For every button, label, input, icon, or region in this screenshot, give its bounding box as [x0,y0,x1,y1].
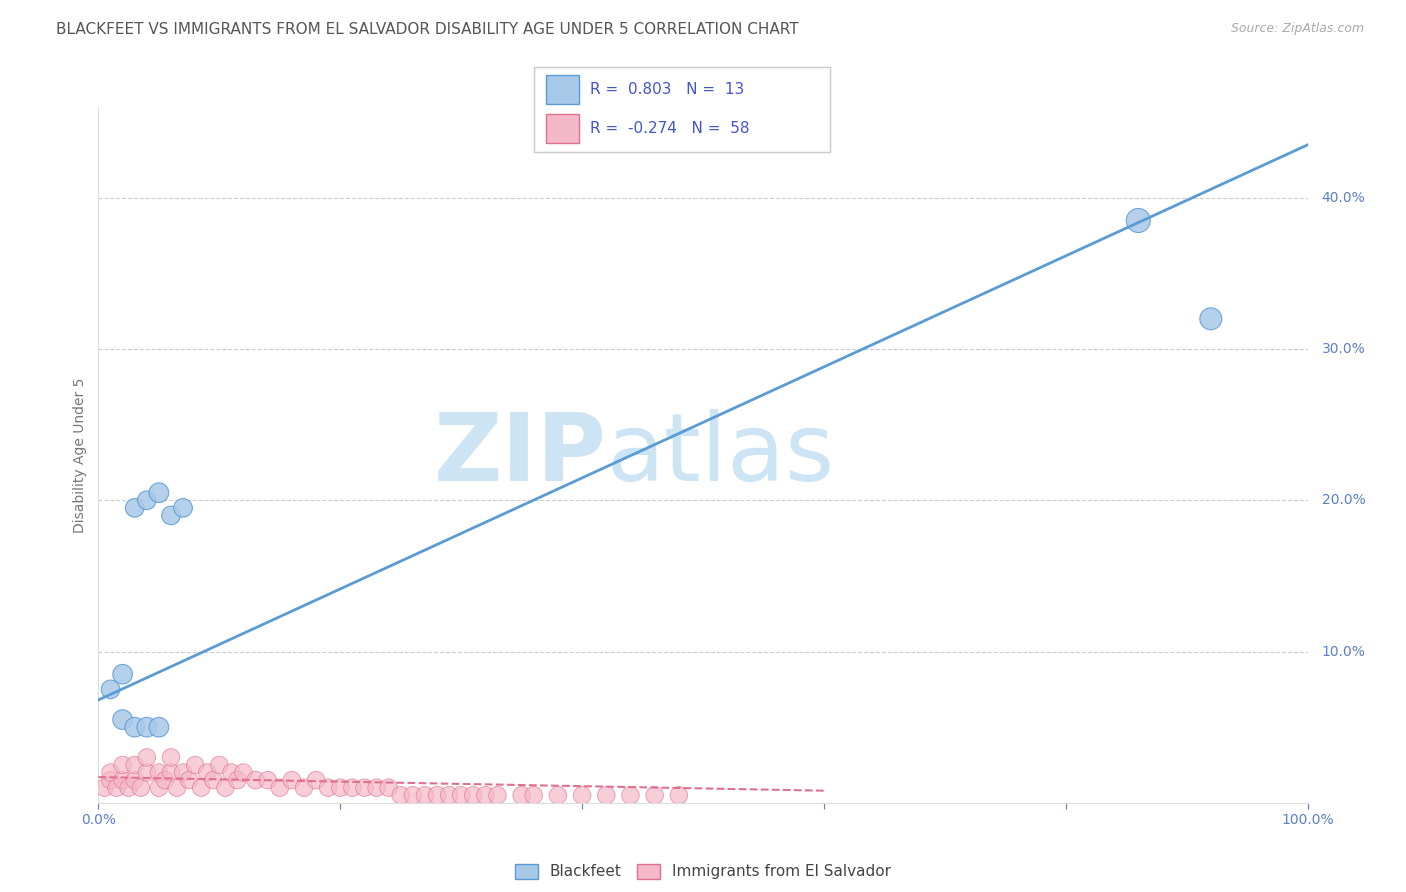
Point [426,789,449,803]
Point [148,485,170,500]
FancyBboxPatch shape [546,76,579,104]
Point [523,789,546,803]
Text: 40.0%: 40.0% [1322,191,1365,205]
Point [305,773,328,788]
Point [214,780,236,795]
Point [135,493,157,508]
Point [329,780,352,795]
Point [1199,311,1222,326]
Point [190,780,212,795]
Point [124,773,146,788]
Point [148,765,170,780]
FancyBboxPatch shape [546,114,579,143]
Point [281,773,304,788]
Point [118,780,141,795]
Point [111,758,134,772]
Point [342,780,364,795]
Point [148,780,170,795]
Point [366,780,388,795]
Point [124,758,146,772]
Point [644,789,666,803]
Point [232,765,254,780]
Point [595,789,617,803]
Point [402,789,425,803]
Point [269,780,291,795]
Point [184,758,207,772]
Point [474,789,496,803]
Point [111,667,134,681]
Text: Source: ZipAtlas.com: Source: ZipAtlas.com [1230,22,1364,36]
Point [100,765,122,780]
Point [129,780,152,795]
Text: 10.0%: 10.0% [1322,645,1365,658]
Point [177,773,201,788]
Point [486,789,509,803]
Point [172,765,194,780]
Text: BLACKFEET VS IMMIGRANTS FROM EL SALVADOR DISABILITY AGE UNDER 5 CORRELATION CHAR: BLACKFEET VS IMMIGRANTS FROM EL SALVADOR… [56,22,799,37]
Point [166,780,188,795]
Point [389,789,412,803]
Point [135,765,157,780]
Point [124,500,146,515]
Point [172,500,194,515]
Text: 20.0%: 20.0% [1322,493,1365,508]
Point [100,773,122,788]
Point [292,780,315,795]
Point [124,720,146,734]
Point [105,780,128,795]
Y-axis label: Disability Age Under 5: Disability Age Under 5 [73,377,87,533]
Point [160,750,183,764]
Point [510,789,533,803]
Point [100,682,122,697]
Point [316,780,339,795]
Point [245,773,267,788]
Text: atlas: atlas [606,409,835,501]
Point [413,789,436,803]
Text: 30.0%: 30.0% [1322,342,1365,356]
Text: R =  0.803   N =  13: R = 0.803 N = 13 [591,82,745,97]
Point [93,780,115,795]
Point [463,789,485,803]
Point [437,789,460,803]
Point [547,789,569,803]
Point [153,773,176,788]
Point [135,750,157,764]
Point [256,773,278,788]
Point [135,720,157,734]
Point [111,713,134,727]
Point [160,508,183,523]
Point [148,720,170,734]
Point [353,780,375,795]
Point [160,765,183,780]
Point [221,765,243,780]
Point [668,789,690,803]
Legend: Blackfeet, Immigrants from El Salvador: Blackfeet, Immigrants from El Salvador [509,857,897,886]
Point [571,789,593,803]
Point [450,789,472,803]
Point [377,780,399,795]
Point [111,773,134,788]
Point [195,765,218,780]
Point [208,758,231,772]
Point [619,789,641,803]
Text: ZIP: ZIP [433,409,606,501]
Point [1128,213,1150,227]
Point [226,773,249,788]
Text: R =  -0.274   N =  58: R = -0.274 N = 58 [591,121,749,136]
Point [202,773,225,788]
